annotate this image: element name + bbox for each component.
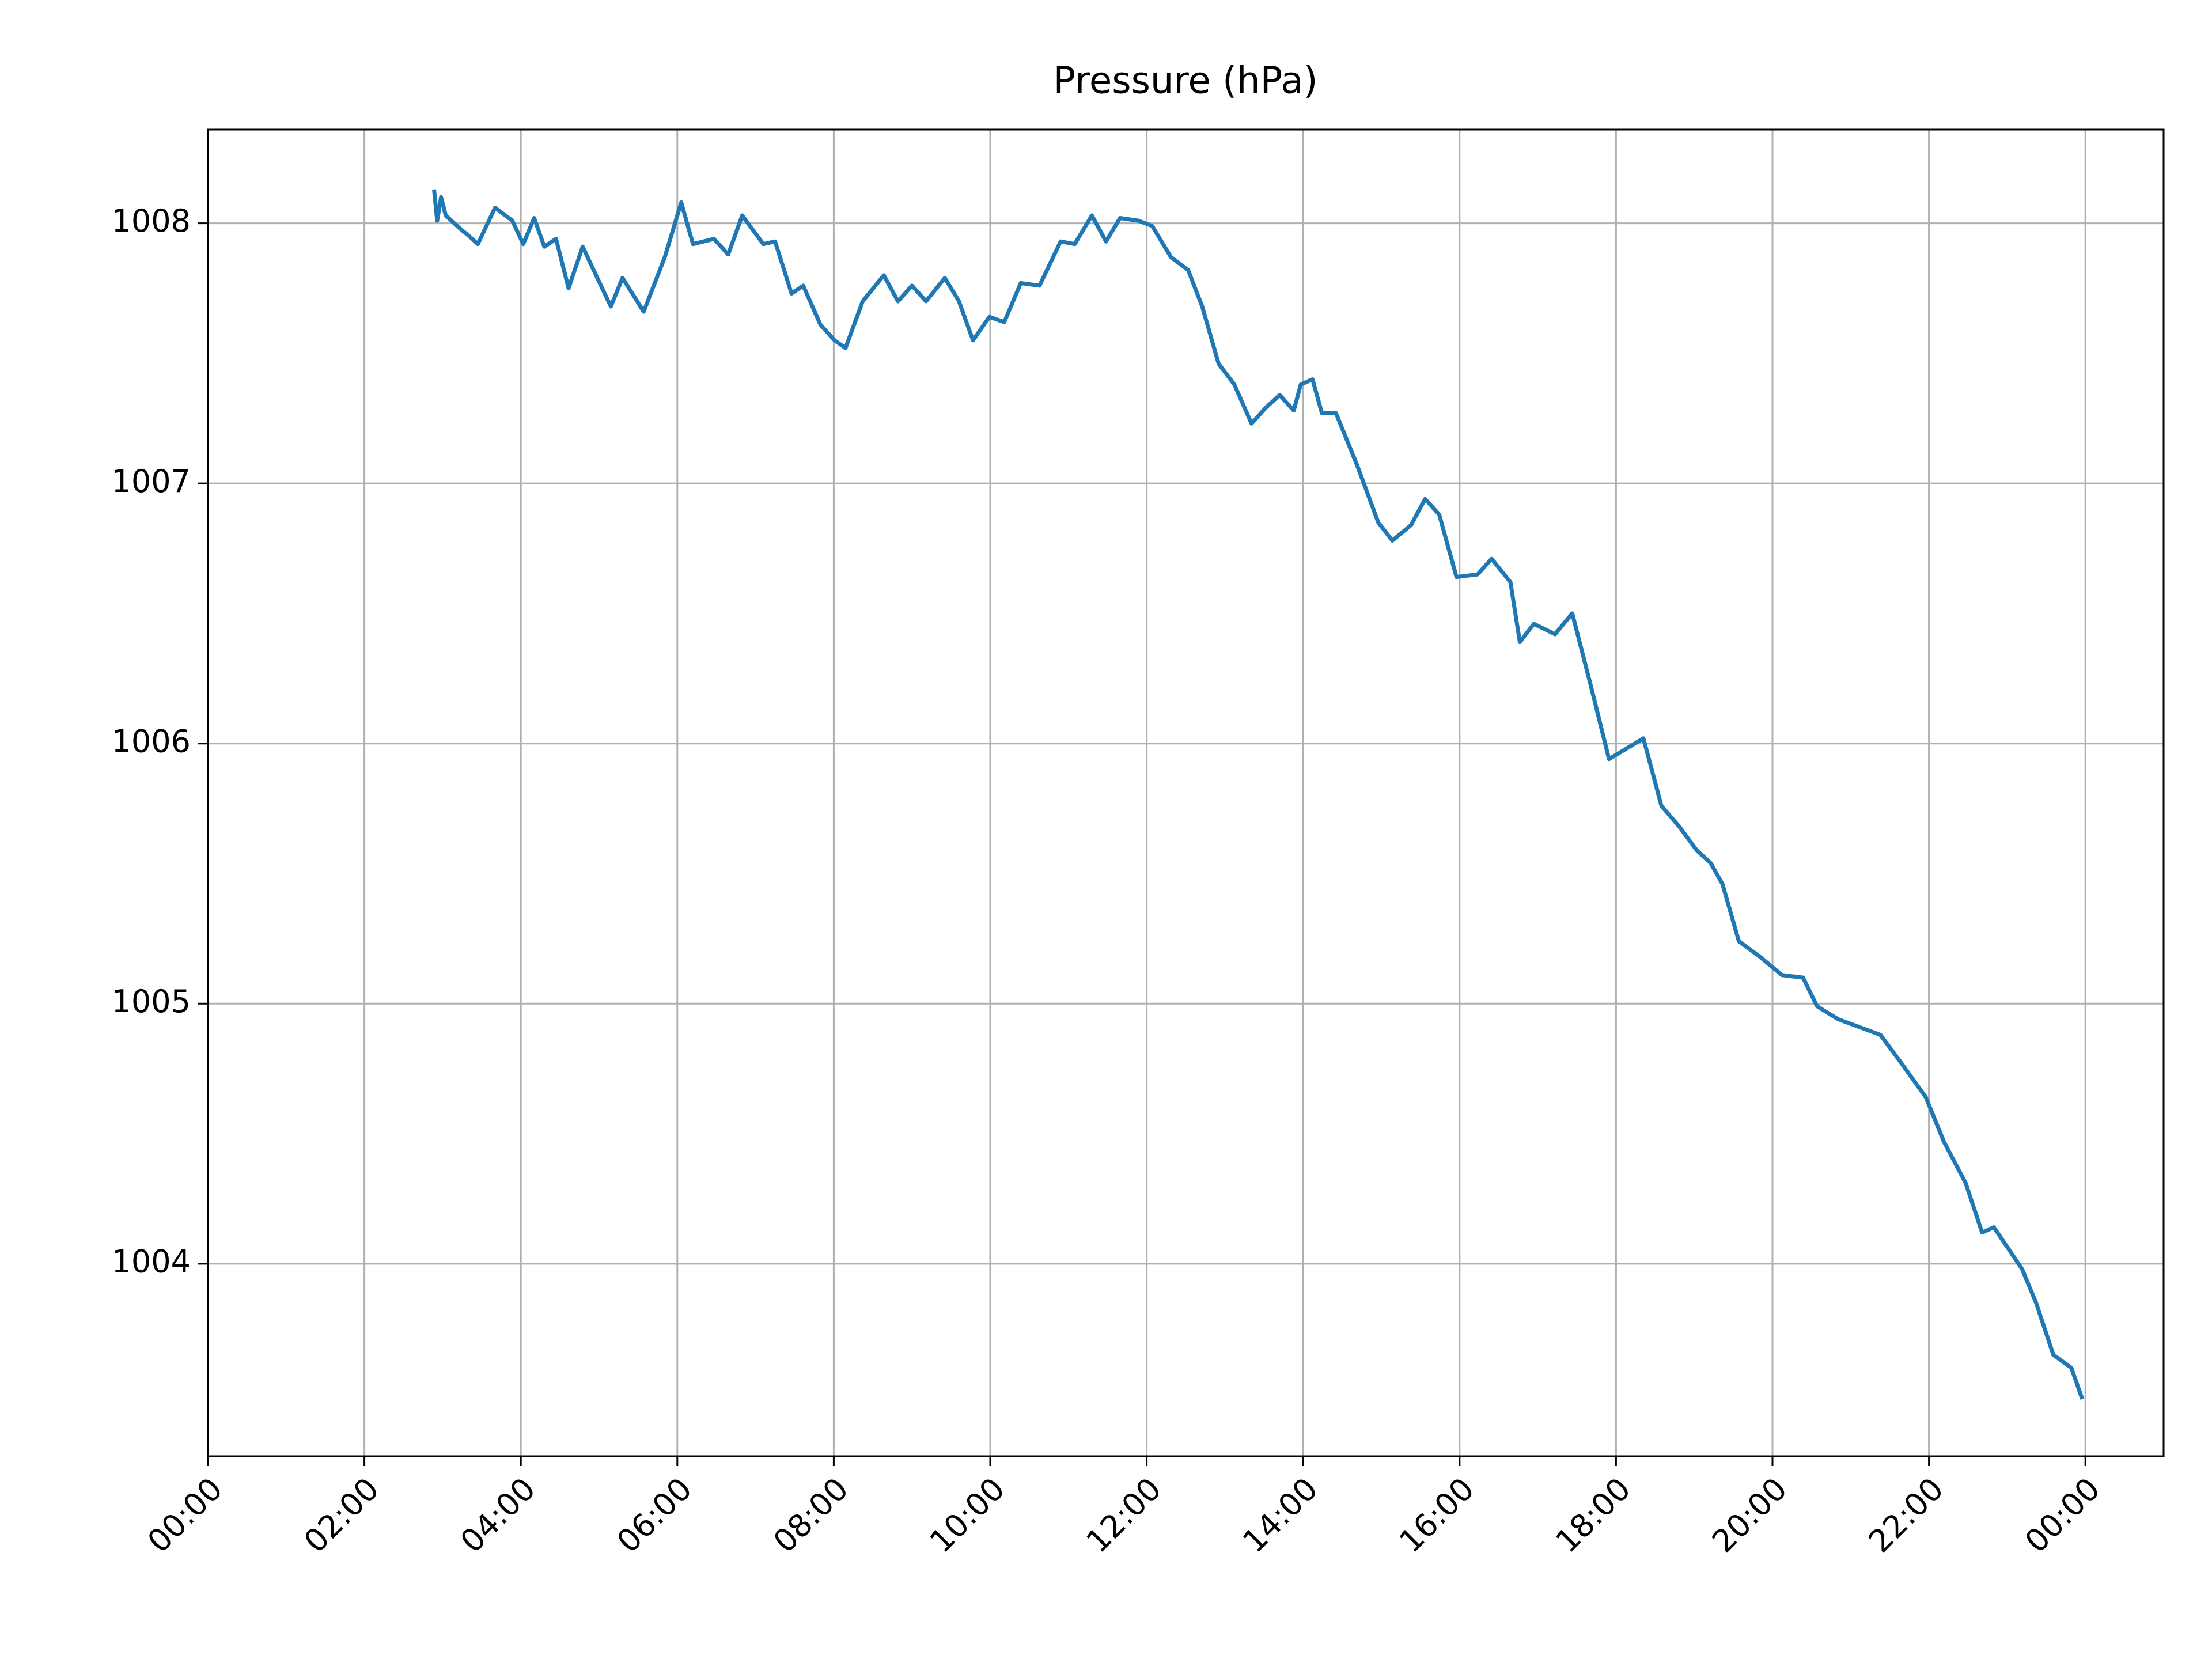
x-tick-label: 10:00: [923, 1471, 1012, 1560]
x-tick-label: 18:00: [1548, 1471, 1638, 1560]
x-tick-label: 00:00: [141, 1471, 230, 1560]
x-tick-label: 00:00: [2018, 1471, 2107, 1560]
data-line: [432, 189, 2085, 1400]
y-tick-label: 1007: [112, 463, 191, 499]
chart-title: Pressure (hPa): [1053, 60, 1317, 103]
x-tick-label: 22:00: [1862, 1471, 1951, 1560]
x-tick-label: 20:00: [1705, 1471, 1794, 1560]
x-tick-label: 06:00: [610, 1471, 699, 1560]
x-tick-label: 08:00: [766, 1471, 855, 1560]
x-tick-label: 12:00: [1080, 1471, 1169, 1560]
y-tick-label: 1005: [112, 983, 191, 1020]
plot-frame: [207, 128, 2165, 1457]
x-tick-label: 16:00: [1392, 1471, 1482, 1560]
x-tick-label: 14:00: [1236, 1471, 1325, 1560]
y-tick-label: 1008: [112, 203, 191, 239]
y-tick-label: 1004: [112, 1243, 191, 1279]
y-tick-label: 1006: [112, 723, 191, 759]
x-tick-label: 04:00: [453, 1471, 543, 1560]
x-tick-label: 02:00: [297, 1471, 387, 1560]
